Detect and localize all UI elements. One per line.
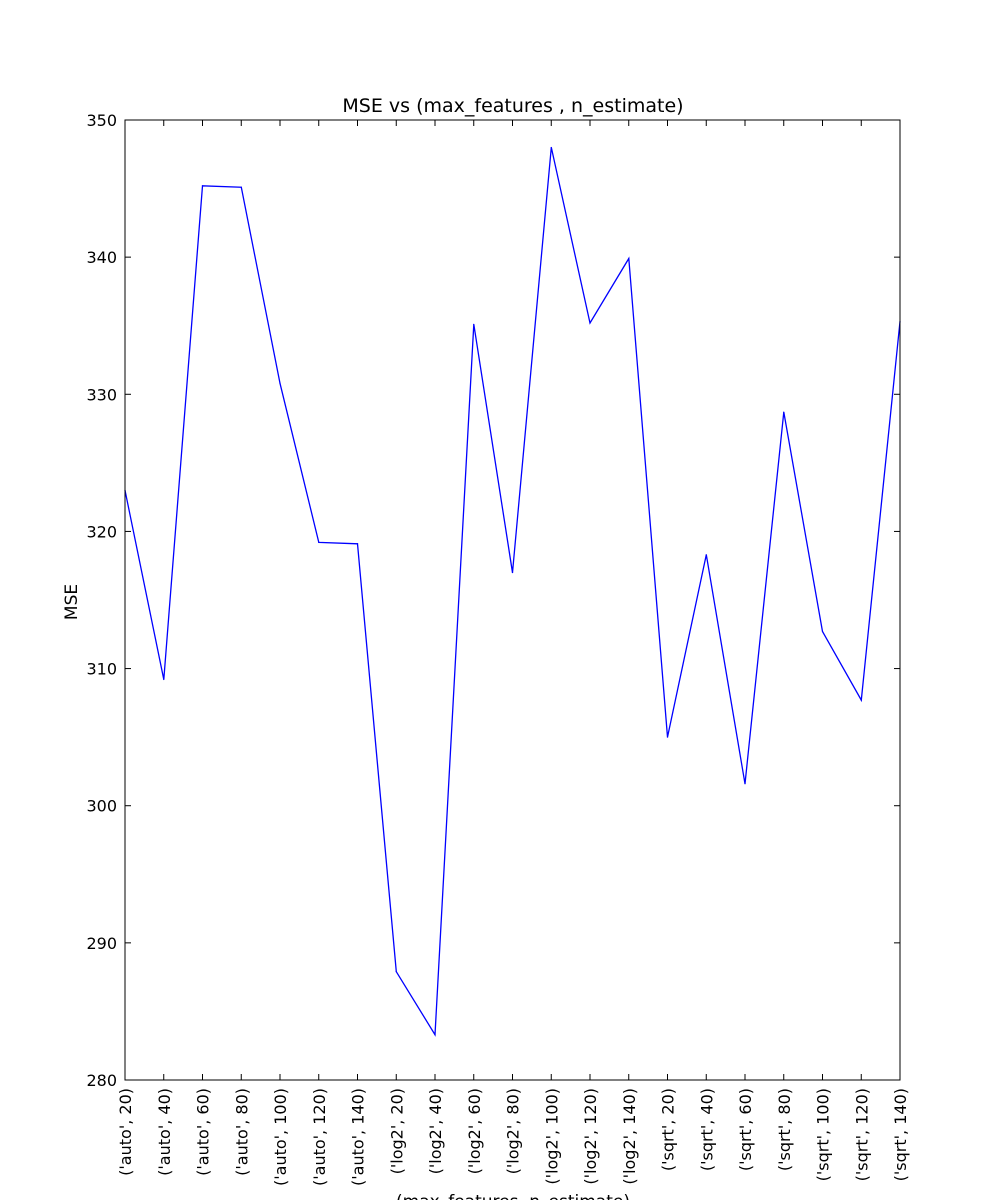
x-tick-label: ('log2', 20)	[387, 1088, 406, 1174]
data-point	[240, 186, 242, 188]
data-point	[860, 699, 862, 701]
data-point	[705, 554, 707, 556]
data-point	[395, 971, 397, 973]
y-tick-label: 300	[86, 797, 117, 816]
data-point	[550, 146, 552, 149]
data-point	[628, 257, 630, 260]
data-point	[201, 185, 204, 187]
x-tick-label: ('auto', 40)	[155, 1088, 174, 1176]
chart-title: MSE vs (max_features , n_estimate)	[342, 95, 683, 117]
data-point	[163, 678, 165, 681]
x-axis-label: (max_features, n_estimate)	[396, 1192, 630, 1200]
x-tick-label: ('auto', 80)	[232, 1088, 251, 1176]
data-point	[318, 541, 320, 544]
x-axis-ticks: ('auto', 20) ('auto', 40) ('auto', 60) ('au…	[116, 120, 910, 1186]
x-tick-label: ('auto', 140)	[349, 1088, 368, 1186]
y-tick-label: 290	[86, 934, 117, 953]
x-tick-label: ('auto', 20)	[116, 1088, 135, 1176]
x-tick-label: ('log2', 40)	[426, 1088, 445, 1174]
data-point	[783, 411, 785, 413]
data-point	[356, 543, 359, 545]
series-line	[124, 147, 901, 1037]
x-tick-label: ('sqrt', 80)	[775, 1088, 794, 1171]
y-axis-ticks: 280 290 300 310 320 330 340 350	[86, 111, 900, 1090]
data-point	[473, 323, 475, 325]
x-tick-label: ('sqrt', 20)	[659, 1088, 678, 1171]
x-tick-label: ('sqrt', 100)	[814, 1088, 833, 1181]
data-point	[279, 382, 281, 384]
plot-frame	[124, 119, 901, 1081]
x-tick-label: ('log2', 140)	[620, 1088, 639, 1185]
x-tick-label: ('sqrt', 60)	[736, 1088, 755, 1171]
x-tick-label: ('log2', 120)	[581, 1088, 600, 1185]
x-tick-label: ('auto', 120)	[310, 1088, 329, 1186]
x-tick-label: ('auto', 100)	[271, 1088, 290, 1186]
y-tick-label: 340	[86, 248, 117, 267]
series-layer	[124, 146, 901, 1037]
x-tick-label: ('sqrt', 40)	[697, 1088, 716, 1171]
y-axis-label: MSE	[62, 584, 82, 620]
data-point	[434, 1034, 436, 1036]
y-tick-label: 280	[86, 1071, 117, 1090]
x-tick-label: ('sqrt', 140)	[891, 1088, 910, 1181]
data-point	[666, 736, 669, 738]
data-point	[821, 630, 824, 633]
y-tick-label: 330	[86, 385, 117, 404]
x-tick-label: ('auto', 60)	[194, 1088, 213, 1176]
y-tick-label: 320	[86, 522, 117, 541]
x-tick-label: ('log2', 80)	[504, 1088, 523, 1174]
y-tick-label: 350	[86, 111, 117, 130]
x-tick-label: ('log2', 100)	[542, 1088, 561, 1185]
data-point	[744, 783, 746, 785]
data-point	[589, 322, 591, 324]
x-tick-label: ('log2', 60)	[465, 1088, 484, 1174]
data-point	[511, 571, 514, 574]
x-tick-label: ('sqrt', 120)	[852, 1088, 871, 1181]
y-tick-label: 310	[86, 660, 117, 679]
